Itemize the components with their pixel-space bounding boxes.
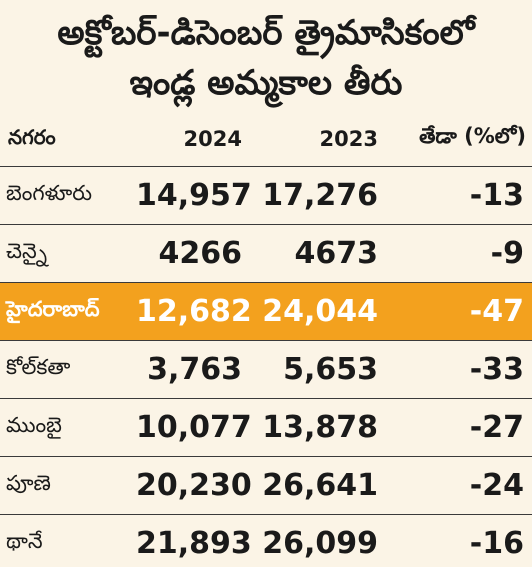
value-2023-cell: 13,878	[248, 399, 384, 457]
change-cell: -33	[384, 341, 532, 399]
value-2024-cell: 4266	[136, 225, 248, 283]
change-cell: -13	[384, 167, 532, 225]
city-cell: ముంబై	[0, 399, 136, 457]
city-cell: హైదరాబాద్	[0, 283, 136, 341]
city-cell: చెన్నై	[0, 225, 136, 283]
chart-title: అక్టోబర్-డిసెంబర్ త్రైమాసికంలో ఇండ్ల అమ్…	[0, 0, 532, 112]
column-header-2023: 2023	[248, 112, 384, 167]
value-2024-cell: 10,077	[136, 399, 248, 457]
value-2023-cell: 4673	[248, 225, 384, 283]
change-cell: -24	[384, 457, 532, 515]
value-2023-cell: 26,099	[248, 515, 384, 572]
value-2023-cell: 24,044	[248, 283, 384, 341]
city-cell: పూణె	[0, 457, 136, 515]
change-cell: -9	[384, 225, 532, 283]
change-cell: -27	[384, 399, 532, 457]
column-header-2024: 2024	[136, 112, 248, 167]
title-line-1: అక్టోబర్-డిసెంబర్ త్రైమాసికంలో	[0, 8, 532, 58]
sales-table: నగరం 2024 2023 తేడా (%లో) బెంగళూరు14,957…	[0, 112, 532, 572]
value-2024-cell: 20,230	[136, 457, 248, 515]
value-2024-cell: 14,957	[136, 167, 248, 225]
value-2024-cell: 12,682	[136, 283, 248, 341]
value-2023-cell: 17,276	[248, 167, 384, 225]
change-cell: -47	[384, 283, 532, 341]
column-header-change: తేడా (%లో)	[384, 112, 532, 167]
title-line-2: ఇండ్ల అమ్మకాల తీరు	[0, 58, 532, 108]
value-2023-cell: 5,653	[248, 341, 384, 399]
city-cell: కోల్‌కతా	[0, 341, 136, 399]
value-2024-cell: 3,763	[136, 341, 248, 399]
column-header-city: నగరం	[0, 112, 136, 167]
header-row: నగరం 2024 2023 తేడా (%లో)	[0, 112, 532, 167]
value-2024-cell: 21,893	[136, 515, 248, 572]
change-cell: -16	[384, 515, 532, 572]
value-2023-cell: 26,641	[248, 457, 384, 515]
city-cell: థానే	[0, 515, 136, 572]
city-cell: బెంగళూరు	[0, 167, 136, 225]
